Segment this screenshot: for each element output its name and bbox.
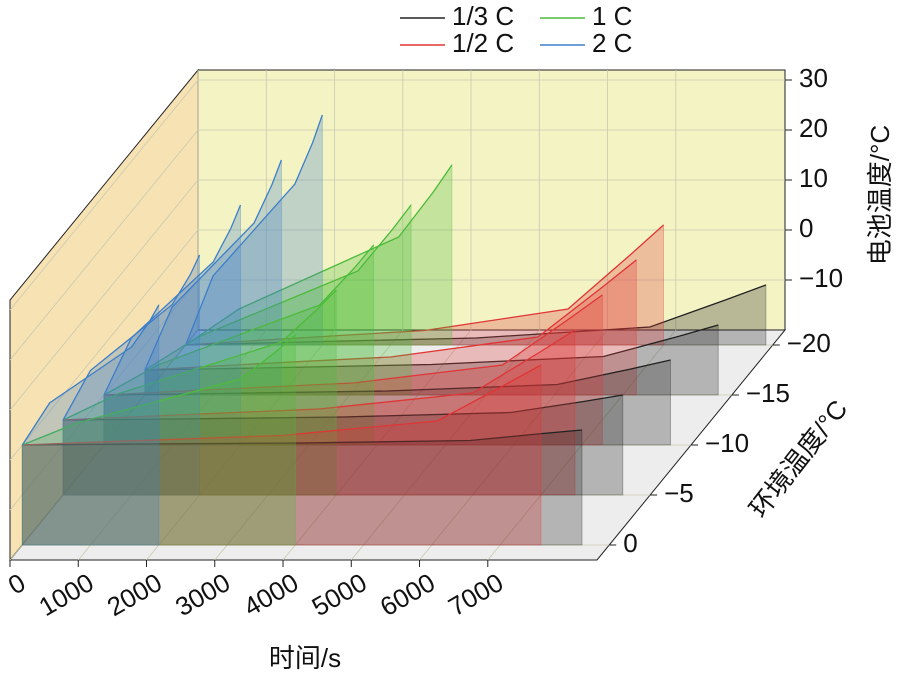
- line: [185, 224, 664, 346]
- x-tick-label: 2000: [102, 567, 167, 622]
- z-axis-title: 环境温度/°C: [743, 394, 853, 523]
- line: [144, 259, 637, 371]
- x-tick-label: 5000: [307, 567, 372, 622]
- line: [63, 329, 576, 421]
- grid-line: [9, 70, 199, 561]
- y-tick-label: 10: [799, 163, 828, 193]
- x-axis-title: 时间/s: [269, 643, 341, 673]
- z-tick-label: −20: [787, 328, 831, 358]
- z-tick-label: 0: [623, 528, 637, 558]
- x-tick-label: 4000: [238, 567, 303, 622]
- x-tick-label: 7000: [443, 567, 508, 622]
- line: [22, 364, 542, 446]
- axes-box: [8, 68, 792, 567]
- grid-line: [350, 70, 540, 561]
- z-tick-label: −5: [664, 478, 694, 508]
- line: [103, 359, 671, 396]
- y-axis-title: 电池温度/°C: [865, 125, 895, 265]
- line: [185, 114, 323, 346]
- y-tick-label: −10: [799, 263, 843, 293]
- z-tick-label: −15: [746, 378, 790, 408]
- grid-line: [9, 179, 785, 411]
- grid-line: [282, 70, 472, 561]
- y-tick-label: 30: [799, 63, 828, 93]
- line: [144, 159, 283, 371]
- grid-line: [9, 129, 785, 361]
- legend-label: 1 C: [592, 1, 632, 31]
- legend-label: 1/3 C: [452, 1, 514, 31]
- grid-line: [487, 70, 677, 561]
- line: [22, 334, 296, 446]
- y-tick-label: 0: [799, 213, 813, 243]
- y-tick-label: 20: [799, 113, 828, 143]
- line: [21, 304, 160, 446]
- grid-line: [146, 70, 335, 561]
- legend-label: 1/2 C: [452, 28, 514, 58]
- z-tick-label: −10: [705, 428, 749, 458]
- line: [103, 204, 242, 396]
- x-tick-label: 1000: [34, 567, 99, 622]
- grid-line: [9, 229, 785, 461]
- line: [103, 244, 375, 396]
- x-tick-label: 6000: [375, 567, 440, 622]
- line: [22, 429, 583, 446]
- x-tick-label: 3000: [170, 567, 235, 622]
- grid-line: [9, 79, 785, 311]
- grid-line: [214, 70, 404, 561]
- line: [144, 324, 719, 371]
- line: [62, 289, 337, 421]
- line: [63, 394, 623, 421]
- line: [103, 294, 603, 396]
- x-tick-label: 0: [3, 567, 31, 600]
- line: [144, 204, 412, 371]
- line: [185, 284, 767, 346]
- legend-label: 2 C: [592, 28, 632, 58]
- grid-line: [77, 70, 267, 561]
- line: [185, 164, 453, 346]
